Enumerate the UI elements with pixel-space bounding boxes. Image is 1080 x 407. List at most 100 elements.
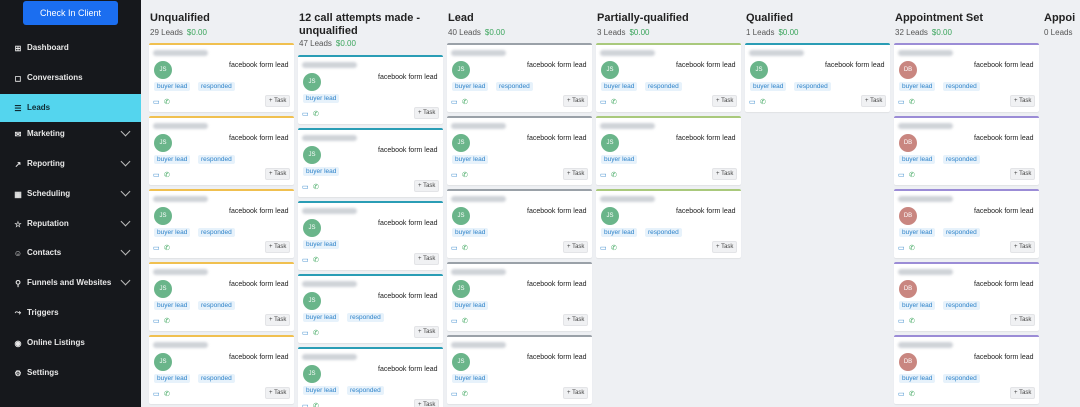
chevron-down-icon[interactable] xyxy=(120,186,131,197)
add-task-button[interactable]: + Task xyxy=(414,253,440,265)
add-task-button[interactable]: + Task xyxy=(414,107,440,119)
message-icon[interactable]: ▭ xyxy=(451,172,458,179)
sidebar-item-reporting[interactable]: ↗ Reporting xyxy=(0,150,141,178)
tag-responded[interactable]: responded xyxy=(943,155,980,164)
message-icon[interactable]: ▭ xyxy=(898,172,905,179)
phone-icon[interactable]: ✆ xyxy=(760,99,766,106)
message-icon[interactable]: ▭ xyxy=(749,99,756,106)
add-task-button[interactable]: + Task xyxy=(1010,95,1036,107)
phone-icon[interactable]: ✆ xyxy=(313,257,319,264)
lead-card[interactable]: JS facebook form lead buyer lead responded ▭… xyxy=(745,43,890,112)
tag-buyer-lead[interactable]: buyer lead xyxy=(899,228,936,237)
add-task-button[interactable]: + Task xyxy=(563,387,589,399)
sidebar-item-conversations[interactable]: ◻ Conversations xyxy=(0,64,141,92)
tag-buyer-lead[interactable]: buyer lead xyxy=(303,167,340,176)
add-task-button[interactable]: + Task xyxy=(414,399,440,407)
phone-icon[interactable]: ✆ xyxy=(164,318,170,325)
lead-card[interactable]: DB facebook form lead buyer lead responded ▭… xyxy=(894,335,1039,404)
add-task-button[interactable]: + Task xyxy=(712,95,738,107)
lead-card[interactable]: JS facebook form lead buyer lead responded ▭… xyxy=(149,189,294,258)
message-icon[interactable]: ▭ xyxy=(600,245,607,252)
phone-icon[interactable]: ✆ xyxy=(462,99,468,106)
tag-responded[interactable]: responded xyxy=(198,155,235,164)
chevron-down-icon[interactable] xyxy=(120,275,131,286)
tag-responded[interactable]: responded xyxy=(198,228,235,237)
add-task-button[interactable]: + Task xyxy=(414,326,440,338)
tag-responded[interactable]: responded xyxy=(198,374,235,383)
message-icon[interactable]: ▭ xyxy=(153,245,160,252)
phone-icon[interactable]: ✆ xyxy=(611,99,617,106)
lead-card[interactable]: JS facebook form lead buyer lead ▭ ✆ + Task xyxy=(298,201,443,270)
add-task-button[interactable]: + Task xyxy=(265,95,291,107)
phone-icon[interactable]: ✆ xyxy=(462,245,468,252)
message-icon[interactable]: ▭ xyxy=(451,99,458,106)
message-icon[interactable]: ▭ xyxy=(153,172,160,179)
tag-responded[interactable]: responded xyxy=(943,228,980,237)
message-icon[interactable]: ▭ xyxy=(302,403,309,407)
tag-responded[interactable]: responded xyxy=(347,313,384,322)
phone-icon[interactable]: ✆ xyxy=(462,172,468,179)
phone-icon[interactable]: ✆ xyxy=(611,245,617,252)
message-icon[interactable]: ▭ xyxy=(302,330,309,337)
lead-card[interactable]: JS facebook form lead buyer lead ▭ ✆ + Task xyxy=(447,189,592,258)
lead-card[interactable]: JS facebook form lead buyer lead ▭ ✆ + Task xyxy=(298,128,443,197)
tag-responded[interactable]: responded xyxy=(198,301,235,310)
add-task-button[interactable]: + Task xyxy=(563,314,589,326)
add-task-button[interactable]: + Task xyxy=(265,168,291,180)
message-icon[interactable]: ▭ xyxy=(898,391,905,398)
add-task-button[interactable]: + Task xyxy=(563,241,589,253)
lead-card[interactable]: JS facebook form lead buyer lead responded ▭… xyxy=(149,262,294,331)
sidebar-item-online-listings[interactable]: ◉ Online Listings xyxy=(0,329,141,357)
lead-card[interactable]: JS facebook form lead buyer lead responded ▭… xyxy=(596,189,741,258)
add-task-button[interactable]: + Task xyxy=(1010,387,1036,399)
message-icon[interactable]: ▭ xyxy=(153,318,160,325)
lead-card[interactable]: JS facebook form lead buyer lead ▭ ✆ + Task xyxy=(596,116,741,185)
message-icon[interactable]: ▭ xyxy=(451,318,458,325)
lead-card[interactable]: JS facebook form lead buyer lead ▭ ✆ + Task xyxy=(447,116,592,185)
tag-buyer-lead[interactable]: buyer lead xyxy=(303,240,340,249)
sidebar-item-leads[interactable]: ☰ Leads xyxy=(0,94,141,122)
tag-buyer-lead[interactable]: buyer lead xyxy=(601,155,638,164)
add-task-button[interactable]: + Task xyxy=(265,314,291,326)
tag-buyer-lead[interactable]: buyer lead xyxy=(452,374,489,383)
message-icon[interactable]: ▭ xyxy=(898,318,905,325)
add-task-button[interactable]: + Task xyxy=(265,387,291,399)
tag-responded[interactable]: responded xyxy=(943,82,980,91)
tag-buyer-lead[interactable]: buyer lead xyxy=(452,82,489,91)
tag-buyer-lead[interactable]: buyer lead xyxy=(303,94,340,103)
lead-card[interactable]: DB facebook form lead buyer lead responded ▭… xyxy=(894,116,1039,185)
sidebar-item-funnels-and-websites[interactable]: ⚲ Funnels and Websites xyxy=(0,269,141,297)
phone-icon[interactable]: ✆ xyxy=(164,245,170,252)
message-icon[interactable]: ▭ xyxy=(600,172,607,179)
tag-buyer-lead[interactable]: buyer lead xyxy=(452,155,489,164)
add-task-button[interactable]: + Task xyxy=(563,95,589,107)
message-icon[interactable]: ▭ xyxy=(153,391,160,398)
tag-responded[interactable]: responded xyxy=(198,82,235,91)
lead-card[interactable]: DB facebook form lead buyer lead responded ▭… xyxy=(894,43,1039,112)
tag-buyer-lead[interactable]: buyer lead xyxy=(899,301,936,310)
tag-buyer-lead[interactable]: buyer lead xyxy=(154,82,191,91)
message-icon[interactable]: ▭ xyxy=(600,99,607,106)
tag-buyer-lead[interactable]: buyer lead xyxy=(154,228,191,237)
lead-card[interactable]: DB facebook form lead buyer lead responded ▭… xyxy=(894,262,1039,331)
phone-icon[interactable]: ✆ xyxy=(462,318,468,325)
tag-responded[interactable]: responded xyxy=(496,82,533,91)
tag-buyer-lead[interactable]: buyer lead xyxy=(899,82,936,91)
message-icon[interactable]: ▭ xyxy=(302,111,309,118)
phone-icon[interactable]: ✆ xyxy=(909,318,915,325)
tag-buyer-lead[interactable]: buyer lead xyxy=(154,301,191,310)
lead-card[interactable]: JS facebook form lead buyer lead responded ▭… xyxy=(149,116,294,185)
phone-icon[interactable]: ✆ xyxy=(313,184,319,191)
phone-icon[interactable]: ✆ xyxy=(909,99,915,106)
phone-icon[interactable]: ✆ xyxy=(909,172,915,179)
check-in-client-button[interactable]: Check In Client xyxy=(23,1,118,25)
chevron-down-icon[interactable] xyxy=(120,216,131,227)
chevron-down-icon[interactable] xyxy=(120,126,131,137)
chevron-down-icon[interactable] xyxy=(120,156,131,167)
add-task-button[interactable]: + Task xyxy=(265,241,291,253)
add-task-button[interactable]: + Task xyxy=(712,241,738,253)
phone-icon[interactable]: ✆ xyxy=(909,391,915,398)
tag-responded[interactable]: responded xyxy=(794,82,831,91)
add-task-button[interactable]: + Task xyxy=(712,168,738,180)
add-task-button[interactable]: + Task xyxy=(1010,168,1036,180)
